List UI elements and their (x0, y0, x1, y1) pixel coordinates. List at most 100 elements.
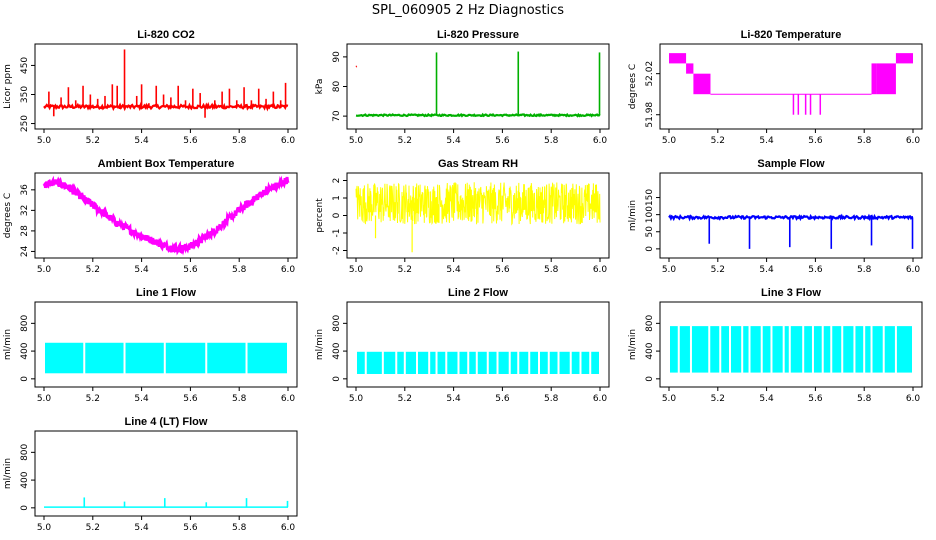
x-tick-label: 5.2 (711, 394, 725, 404)
y-tick-label: 800 (332, 314, 342, 331)
plot-frame (346, 301, 610, 388)
y-tick-label: 400 (20, 342, 30, 359)
x-tick-label: 5.2 (86, 523, 100, 533)
flow-band (165, 342, 206, 374)
flow-band (884, 326, 895, 373)
flow-band (872, 326, 883, 373)
x-tick-label: 5.2 (711, 136, 725, 146)
y-axis-label: Licor ppm (3, 64, 13, 109)
y-tick-label: -2 (332, 246, 342, 255)
x-tick-label: 5.6 (808, 265, 823, 275)
chart-title: Li-820 CO2 (137, 29, 194, 41)
chart-title: Li-820 Pressure (437, 29, 519, 41)
y-tick-label: 800 (20, 314, 30, 331)
x-tick-label: 5.2 (86, 265, 100, 275)
x-tick-label: 5.8 (857, 136, 872, 146)
x-tick-label: 6.0 (906, 136, 921, 146)
x-tick-label: 5.0 (37, 136, 52, 146)
y-tick-label: 800 (645, 314, 655, 331)
y-axis-label: ml/min (3, 329, 13, 360)
data-series (355, 182, 601, 226)
flow-band (710, 326, 720, 373)
flow-band (430, 351, 436, 374)
x-tick-label: 5.4 (134, 394, 149, 404)
flow-band (813, 326, 822, 373)
x-tick-label: 6.0 (281, 394, 296, 404)
x-tick-label: 5.0 (37, 523, 52, 533)
flow-band (383, 351, 396, 374)
y-tick-label: 50 (645, 226, 655, 238)
x-tick-label: 5.8 (232, 265, 247, 275)
x-tick-label: 5.6 (183, 523, 198, 533)
plot-frame (659, 301, 923, 388)
y-tick-label: 52.02 (645, 61, 655, 87)
data-series (668, 213, 913, 222)
flow-band (540, 351, 548, 374)
x-tick-label: 5.0 (37, 265, 52, 275)
flow-band (832, 326, 842, 373)
y-tick-label: 100 (645, 206, 655, 223)
temperature-band (895, 53, 913, 64)
flow-band (784, 326, 789, 373)
y-tick-label: 70 (332, 110, 342, 122)
y-tick-label: 2 (332, 178, 342, 184)
x-tick-label: 5.6 (808, 136, 823, 146)
flow-band (591, 351, 599, 374)
y-axis-label: percent (315, 198, 325, 233)
y-tick-label: 150 (645, 189, 655, 206)
chart-title: Gas Stream RH (438, 158, 518, 170)
x-tick-label: 5.0 (349, 136, 364, 146)
flow-band (691, 326, 709, 373)
flow-band (207, 342, 246, 374)
flow-band (581, 351, 590, 374)
y-tick-label: 51.98 (645, 102, 655, 128)
flow-band (670, 326, 678, 373)
chart-title: Line 2 Flow (448, 287, 508, 299)
chart-panel-2: Li-820 Pressure kPa 5.0 5.2 5.4 5.6 5.8 6.0 70 80… (315, 29, 610, 146)
x-tick-label: 5.6 (183, 394, 198, 404)
x-tick-label: 5.8 (857, 265, 872, 275)
x-tick-label: 6.0 (593, 136, 608, 146)
flow-band (721, 326, 729, 373)
x-tick-label: 5.4 (134, 136, 149, 146)
x-tick-label: 6.0 (281, 136, 296, 146)
flow-band (418, 351, 429, 374)
flow-band (772, 326, 783, 373)
flow-band (357, 351, 365, 374)
flow-band (750, 326, 761, 373)
chart-panel-4: Ambient Box Temperature degrees C 5.0 5.2 5.… (3, 158, 298, 275)
temperature-band (693, 73, 711, 95)
chart-panel-7: Line 1 Flow ml/min 5.0 5.2 5.4 5.6 5.8 6.0 0 400 8… (3, 287, 298, 404)
x-tick-label: 6.0 (906, 394, 921, 404)
flow-band (125, 342, 164, 374)
x-tick-label: 6.0 (593, 265, 608, 275)
x-tick-label: 5.2 (398, 394, 412, 404)
y-axis-label: ml/min (3, 458, 13, 489)
x-tick-label: 5.6 (183, 136, 198, 146)
figure-title: SPL_060905 2 Hz Diagnostics (372, 3, 564, 18)
data-series (43, 101, 289, 112)
flow-band (679, 326, 690, 373)
x-tick-label: 5.6 (808, 394, 823, 404)
chart-panel-3: Li-820 Temperature degrees C 5.0 5.2 5.4 5.6 5… (628, 29, 923, 146)
x-tick-label: 5.4 (134, 265, 149, 275)
x-tick-label: 5.8 (544, 265, 559, 275)
y-tick-label: 0 (332, 212, 342, 218)
y-tick-label: 350 (20, 86, 30, 103)
x-tick-label: 5.2 (86, 394, 100, 404)
plot-frame (34, 301, 298, 388)
flow-band (896, 326, 912, 373)
y-axis-label: kPa (315, 79, 325, 95)
flow-band (549, 351, 558, 374)
flow-band (865, 326, 871, 373)
x-tick-label: 5.4 (759, 265, 774, 275)
temperature-band (686, 63, 694, 74)
flow-band (397, 351, 404, 374)
chart-panel-9: Line 3 Flow ml/min 5.0 5.2 5.4 5.6 5.8 6.0 0 400 8… (628, 287, 923, 404)
x-tick-label: 5.0 (349, 265, 364, 275)
flow-band (477, 351, 487, 374)
x-tick-label: 5.6 (183, 265, 198, 275)
chart-panel-1: Li-820 CO2 Licor ppm 5.0 5.2 5.4 5.6 5.8 6.0 250… (3, 29, 298, 146)
pressure-outlier (355, 65, 358, 68)
x-tick-label: 5.2 (398, 136, 412, 146)
